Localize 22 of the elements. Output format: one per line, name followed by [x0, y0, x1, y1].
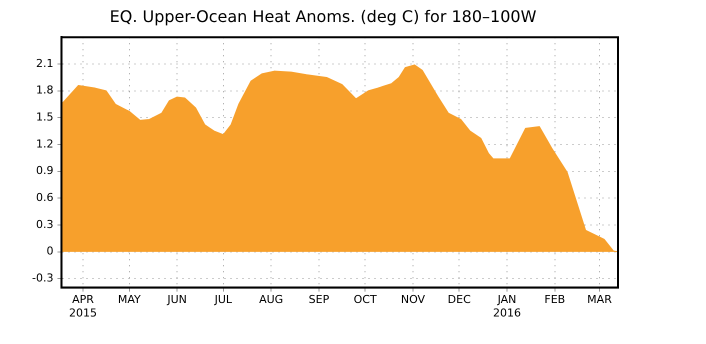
x-tick-label: JUN: [166, 293, 187, 306]
y-tick-label: -0.3: [32, 272, 54, 285]
y-tick-label: 2.1: [36, 56, 54, 70]
y-tick-label: 0.3: [36, 218, 54, 231]
y-tick-label: 0: [46, 244, 54, 258]
x-tick-label: JUL: [214, 293, 233, 306]
x-tick-label: OCT: [354, 293, 377, 306]
chart-title: EQ. Upper-Ocean Heat Anoms. (deg C) for 180–100W: [110, 6, 537, 26]
x-tick-label: APR 2015: [69, 293, 98, 320]
y-tick-label: 0.6: [36, 191, 54, 204]
y-tick-label: 1.2: [36, 137, 54, 150]
x-tick-label: DEC: [448, 293, 472, 306]
x-tick-label: AUG: [259, 293, 284, 306]
x-tick-label: NOV: [400, 293, 426, 306]
y-tick-label: 1.5: [36, 110, 54, 124]
x-tick-label: FEB: [544, 293, 566, 306]
y-tick-label: 1.8: [36, 84, 54, 97]
x-tick-label: MAY: [118, 293, 142, 306]
x-tick-label: JAN 2016: [493, 293, 521, 320]
y-tick-label: 0.9: [36, 164, 54, 178]
x-tick-label: SEP: [308, 293, 330, 306]
x-tick-label: MAR: [587, 293, 612, 306]
